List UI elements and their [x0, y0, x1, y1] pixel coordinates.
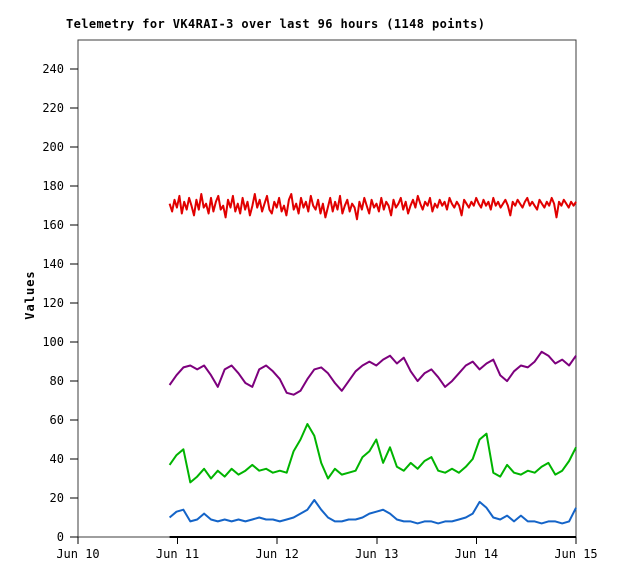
y-tick-label: 160 — [42, 218, 64, 233]
y-tick-label: 60 — [49, 413, 64, 428]
chart-title: Telemetry for VK4RAI-3 over last 96 hour… — [66, 17, 486, 31]
series-line-channel-purple — [168, 350, 577, 396]
y-tick-label: 0 — [56, 530, 64, 544]
x-tick-label: Jun 11 — [155, 547, 200, 561]
series-line-channel-green — [168, 423, 577, 484]
y-tick-label: 80 — [49, 374, 64, 389]
x-tick-label: Jun 13 — [355, 547, 399, 561]
x-tick-label: Jun 14 — [454, 547, 499, 561]
y-tick-label: 100 — [42, 335, 64, 350]
y-tick-label: 40 — [49, 452, 64, 467]
y-tick-label: 180 — [42, 179, 64, 194]
y-tick-label: 220 — [42, 101, 64, 116]
y-tick-label: 20 — [49, 491, 64, 506]
x-tick-label: Jun 10 — [56, 547, 100, 561]
series-line-channel-red — [168, 193, 577, 221]
plot-frame — [77, 39, 577, 538]
x-tick-label: Jun 12 — [255, 547, 299, 561]
series-line-channel-blue — [168, 499, 577, 525]
y-tick-label: 140 — [42, 257, 64, 272]
y-tick-label: 200 — [42, 140, 64, 155]
y-tick-label: 240 — [42, 62, 64, 77]
x-tick-label: Jun 15 — [554, 547, 598, 561]
y-tick-label: 120 — [42, 296, 64, 311]
